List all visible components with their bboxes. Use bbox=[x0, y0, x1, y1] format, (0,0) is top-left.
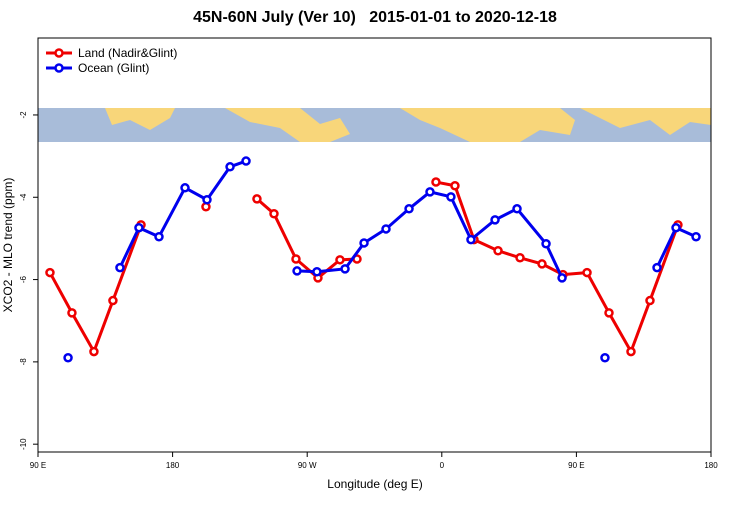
legend-label: Ocean (Glint) bbox=[78, 61, 149, 75]
point bbox=[359, 238, 369, 248]
point bbox=[63, 353, 73, 363]
y-tick-label: -6 bbox=[19, 275, 28, 283]
point bbox=[466, 234, 476, 245]
x-tick-label: 90 E bbox=[30, 461, 46, 470]
series-line bbox=[118, 159, 697, 279]
point bbox=[431, 177, 441, 187]
point bbox=[557, 273, 567, 283]
point bbox=[312, 266, 322, 277]
y-tick-label: -2 bbox=[19, 111, 28, 119]
point bbox=[671, 222, 681, 233]
point bbox=[291, 254, 301, 264]
point bbox=[115, 262, 125, 273]
point bbox=[292, 266, 302, 276]
point bbox=[404, 204, 414, 214]
legend-label: Land (Nadir&Glint) bbox=[78, 46, 177, 60]
x-tick-label: 180 bbox=[704, 461, 718, 470]
point bbox=[515, 253, 525, 263]
point bbox=[626, 346, 636, 357]
x-axis-label: Longitude (deg E) bbox=[327, 477, 422, 491]
point bbox=[652, 262, 662, 273]
point bbox=[600, 353, 610, 363]
point bbox=[89, 346, 99, 357]
point bbox=[450, 180, 460, 191]
legend-marker bbox=[54, 63, 64, 73]
series-line bbox=[48, 180, 680, 356]
point bbox=[582, 267, 592, 278]
point bbox=[493, 246, 503, 256]
y-tick-label: -4 bbox=[19, 193, 28, 201]
point bbox=[180, 183, 190, 193]
point bbox=[45, 267, 55, 278]
point bbox=[691, 232, 701, 242]
y-tick-label: -8 bbox=[19, 358, 28, 366]
x-tick-label: 0 bbox=[440, 461, 445, 470]
point bbox=[108, 295, 118, 306]
x-tick-label: 90 W bbox=[298, 461, 317, 470]
point bbox=[425, 187, 435, 197]
point bbox=[269, 208, 279, 219]
point bbox=[335, 255, 345, 265]
point bbox=[537, 259, 547, 269]
point bbox=[225, 162, 235, 172]
plot-frame bbox=[37, 37, 712, 453]
point bbox=[541, 239, 551, 249]
point bbox=[645, 295, 655, 306]
point bbox=[202, 194, 212, 205]
y-axis-label: XCO2 - MLO trend (ppm) bbox=[1, 178, 15, 313]
point bbox=[134, 222, 144, 233]
x-tick-label: 90 E bbox=[568, 461, 584, 470]
point bbox=[446, 192, 456, 202]
point bbox=[252, 194, 262, 204]
point bbox=[490, 215, 500, 225]
map-strip bbox=[38, 108, 711, 142]
chart-title: 45N-60N July (Ver 10) 2015-01-01 to 2020… bbox=[193, 9, 557, 26]
y-tick-label: -10 bbox=[19, 438, 28, 450]
point bbox=[512, 204, 522, 214]
x-tick-label: 180 bbox=[166, 461, 180, 470]
point bbox=[154, 232, 164, 242]
point bbox=[604, 308, 614, 318]
point bbox=[67, 308, 77, 318]
point bbox=[381, 224, 391, 234]
point bbox=[340, 264, 350, 274]
point bbox=[241, 156, 251, 166]
legend-marker bbox=[54, 48, 64, 58]
